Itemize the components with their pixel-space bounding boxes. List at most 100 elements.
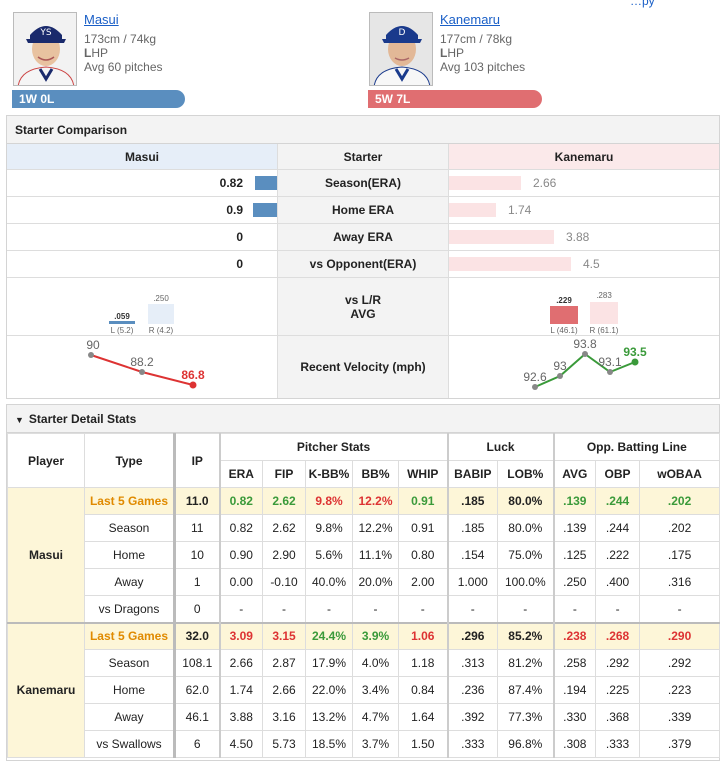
player-link-kanemaru[interactable]: Kanemaru	[440, 12, 500, 27]
stat-cell: .244	[595, 487, 641, 515]
stat-cell: 12.2%	[352, 514, 399, 542]
group-luck: Luck	[446, 433, 555, 461]
stat-cell: 87.4%	[497, 676, 555, 704]
table-row: Home 10 0.90 2.90 5.6% 11.1% 0.80.154 75.0% .125…	[8, 541, 721, 569]
stat-cell: 0.82	[218, 514, 263, 542]
collapse-caret-icon[interactable]: ▼	[15, 415, 24, 425]
velocity-label: 93.8	[573, 337, 597, 351]
velocity-label: 90	[86, 338, 100, 352]
stat-cell: .379	[639, 730, 721, 758]
lr-left-r-ip: R (4.2)	[148, 326, 174, 335]
right-bar	[449, 230, 554, 244]
velocity-label: 93	[553, 359, 567, 373]
player-name-cell: Masui	[7, 487, 85, 623]
ip-cell: 108.1	[173, 649, 220, 677]
stat-cell: -	[305, 595, 353, 623]
ip-cell: 62.0	[173, 676, 220, 704]
stat-cell: -	[497, 595, 555, 623]
svg-text:YS: YS	[39, 28, 51, 38]
stat-cell: 2.66	[262, 676, 306, 704]
col-player: Player	[7, 433, 85, 488]
right-value: 1.74	[508, 203, 532, 217]
section-title[interactable]: ▼ Starter Detail Stats	[7, 405, 719, 433]
stat-cell: -	[552, 595, 597, 623]
stat-cell: 1.64	[397, 703, 449, 731]
col-whip: WHIP	[397, 460, 449, 488]
lr-left: .059 L (5.2) .250 R (4.2)	[7, 278, 277, 335]
stat-cell: 2.90	[262, 541, 306, 569]
type-cell: Season	[84, 514, 175, 542]
type-cell: vs Dragons	[84, 595, 175, 623]
stat-cell: 3.16	[262, 703, 306, 731]
left-bar	[255, 176, 277, 190]
velocity-point	[88, 352, 94, 358]
stat-cell: .330	[552, 703, 597, 731]
comparison-label: Home ERA	[277, 197, 449, 223]
mid-header: Starter	[277, 144, 449, 169]
comparison-row: 0 Away ERA 3.88	[7, 224, 719, 251]
detail-stats-table: Player Type IP Pitcher Stats Luck Opp. B…	[7, 433, 721, 758]
stat-cell: .250	[552, 568, 597, 596]
stat-cell: .223	[639, 676, 721, 704]
comparison-row: 0.82 Season(ERA) 2.66	[7, 170, 719, 197]
stat-cell: -	[352, 595, 399, 623]
stat-cell: .222	[595, 541, 641, 569]
player-photo-masui: YS	[13, 12, 77, 86]
stat-cell: 40.0%	[305, 568, 353, 596]
stat-cell: .125	[552, 541, 597, 569]
stat-cell: .244	[595, 514, 641, 542]
comparison-left: 0.82	[7, 170, 277, 196]
right-bar	[449, 176, 521, 190]
stat-cell: .139	[552, 514, 597, 542]
stat-cell: .185	[446, 487, 499, 515]
stat-cell: .339	[639, 703, 721, 731]
stat-cell: 13.2%	[305, 703, 353, 731]
col-avg: AVG	[552, 460, 597, 488]
right-value: 4.5	[583, 257, 600, 271]
comparison-header-row: Masui Starter Kanemaru	[7, 144, 719, 170]
stat-cell: -	[397, 595, 449, 623]
ip-cell: 0	[173, 595, 220, 623]
ip-cell: 6	[173, 730, 220, 758]
starter-comparison-section: Starter Comparison Masui Starter Kanemar…	[6, 115, 720, 399]
stat-cell: 2.62	[262, 487, 306, 515]
right-value: 2.66	[533, 176, 557, 190]
section-title: Starter Comparison	[7, 116, 719, 144]
left-value: 0	[236, 257, 243, 271]
player-info-kanemaru: Kanemaru 177cm / 78kg LHP Avg 103 pitche…	[440, 12, 525, 74]
stat-cell: -	[595, 595, 641, 623]
stat-cell: 20.0%	[352, 568, 399, 596]
table-row: Season 11 0.82 2.62 9.8% 12.2% 0.91.185 80.0% .1…	[8, 514, 721, 542]
stat-cell: 0.91	[397, 487, 449, 515]
velocity-point	[582, 351, 588, 357]
comparison-right: 2.66	[449, 170, 719, 196]
stat-cell: 75.0%	[497, 541, 555, 569]
lr-label: vs L/R AVG	[277, 278, 449, 335]
stat-cell: 1.000	[446, 568, 499, 596]
throwing-hand: LHP	[84, 46, 109, 60]
col-bb-: BB%	[352, 460, 399, 488]
velocity-label: 93.1	[598, 355, 622, 369]
type-cell: vs Swallows	[84, 730, 175, 758]
player-link-masui[interactable]: Masui	[84, 12, 119, 27]
stat-cell: .313	[446, 649, 499, 677]
stat-cell: .296	[446, 621, 499, 650]
corner-link[interactable]: …py	[630, 0, 655, 8]
avg-pitches: Avg 103 pitches	[440, 60, 526, 74]
stat-cell: 3.7%	[352, 730, 399, 758]
stat-cell: 77.3%	[497, 703, 555, 731]
lr-avg-row: .059 L (5.2) .250 R (4.2) vs L/R AVG .229…	[7, 278, 719, 336]
lr-right: .229 L (46.1) .283 R (61.1)	[449, 278, 719, 335]
col-k-bb-: K-BB%	[305, 460, 353, 488]
lr-right-r-ip: R (61.1)	[589, 326, 619, 335]
type-cell: Season	[84, 649, 175, 677]
right-header: Kanemaru	[449, 144, 719, 169]
avg-pitches: Avg 60 pitches	[84, 60, 163, 74]
velocity-point	[557, 373, 563, 379]
lr-bar-r	[590, 302, 618, 324]
last-5-row: Kanemaru Last 5 Games 32.0 3.09 3.15 24.4% 3.9…	[7, 621, 721, 758]
comparison-label: Season(ERA)	[277, 170, 449, 196]
table-row: Away 46.1 3.88 3.16 13.2% 4.7% 1.64.392 77.3% .3…	[8, 703, 721, 731]
stat-cell: 2.62	[262, 514, 306, 542]
player-card-kanemaru: D Kanemaru 177cm / 78kg LHP Avg 103 pitc…	[368, 10, 698, 110]
